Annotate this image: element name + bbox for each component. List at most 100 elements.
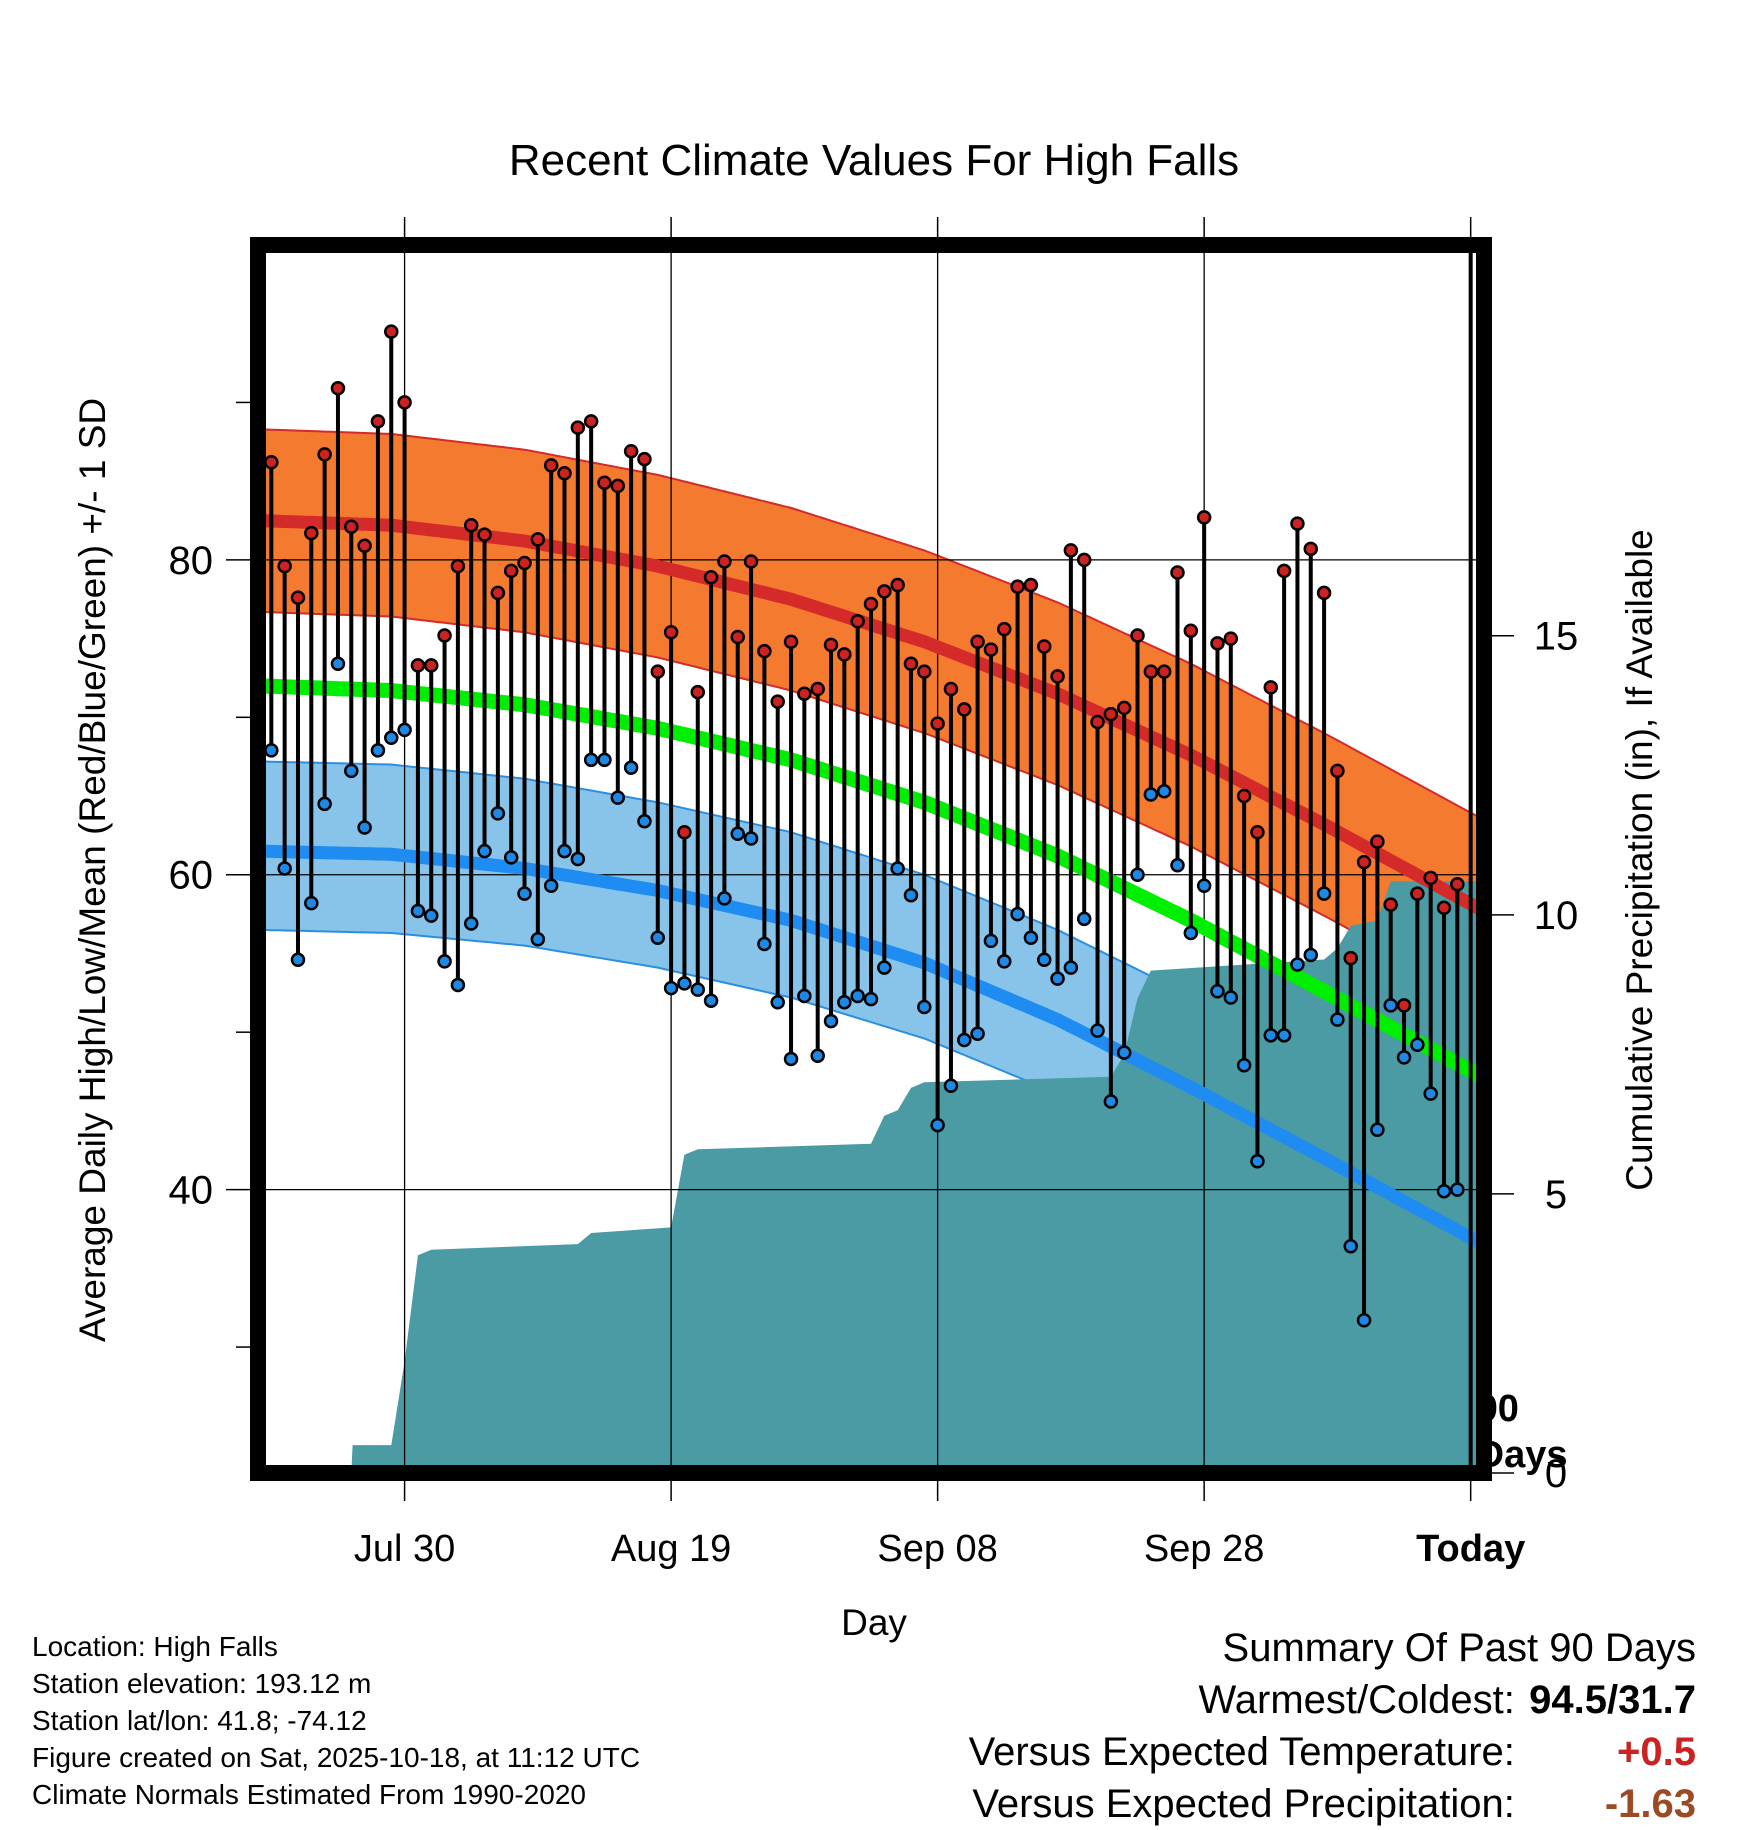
high-point bbox=[557, 466, 572, 481]
low-point bbox=[703, 993, 719, 1008]
low-point bbox=[810, 1048, 825, 1064]
high-point bbox=[1156, 664, 1172, 679]
low-point bbox=[517, 886, 532, 901]
low-point bbox=[1010, 906, 1025, 922]
low-point bbox=[397, 722, 412, 738]
low-point bbox=[1223, 990, 1239, 1005]
high-point bbox=[477, 527, 492, 542]
high-point bbox=[1223, 631, 1239, 646]
low-point bbox=[317, 796, 332, 812]
high-point bbox=[970, 634, 985, 649]
low-point bbox=[837, 995, 852, 1010]
low-point bbox=[530, 932, 546, 947]
low-point bbox=[1423, 1086, 1438, 1101]
high-point bbox=[1343, 950, 1358, 966]
low-point bbox=[410, 903, 426, 919]
low-point bbox=[770, 995, 785, 1010]
high-point bbox=[530, 532, 546, 547]
summary-temp: Versus Expected Temperature: +0.5 bbox=[969, 1726, 1696, 1778]
info-created: Figure created on Sat, 2025-10-18, at 11… bbox=[32, 1742, 641, 1773]
station-info: Location: High Falls Station elevation: … bbox=[32, 1628, 640, 1813]
plot-frame bbox=[250, 237, 1492, 1481]
high-point bbox=[850, 614, 865, 629]
low-point bbox=[957, 1032, 972, 1048]
high-point bbox=[1143, 664, 1159, 679]
high-point bbox=[384, 324, 399, 339]
summary-warmest-coldest: Warmest/Coldest: 94.5/31.7 bbox=[969, 1674, 1697, 1726]
high-point bbox=[757, 643, 772, 659]
high-point bbox=[490, 585, 506, 601]
high-point bbox=[1183, 623, 1199, 638]
high-point bbox=[1276, 563, 1292, 579]
high-point bbox=[583, 414, 599, 429]
y-tick-label: 40 bbox=[169, 1169, 214, 1213]
low-point bbox=[450, 977, 466, 993]
low-point bbox=[437, 954, 452, 969]
high-point bbox=[1263, 680, 1279, 695]
high-point bbox=[690, 684, 706, 700]
high-point bbox=[517, 555, 532, 571]
info-elevation: Station elevation: 193.12 m bbox=[32, 1668, 372, 1699]
low-point bbox=[970, 1026, 985, 1042]
high-point bbox=[810, 681, 825, 697]
low-point bbox=[663, 980, 679, 996]
low-point bbox=[1050, 971, 1065, 986]
high-point bbox=[717, 554, 732, 569]
low-point bbox=[917, 999, 932, 1015]
low-point bbox=[1316, 886, 1332, 901]
low-point bbox=[877, 960, 892, 975]
low-point bbox=[890, 861, 905, 876]
summary-panel: Summary Of Past 90 Days Warmest/Coldest:… bbox=[969, 1622, 1696, 1830]
high-point bbox=[983, 642, 999, 657]
x-tick-label: Aug 19 bbox=[611, 1528, 731, 1570]
high-point bbox=[1063, 543, 1079, 558]
plot-inner bbox=[258, 245, 1484, 1473]
x-tick-label: Today bbox=[1416, 1528, 1525, 1570]
high-point bbox=[610, 478, 626, 494]
high-point bbox=[1170, 565, 1185, 580]
info-latlon: Station lat/lon: 41.8; -74.12 bbox=[32, 1705, 367, 1736]
high-point bbox=[743, 554, 759, 569]
low-point bbox=[1183, 925, 1199, 941]
low-point bbox=[1250, 1154, 1265, 1169]
low-point bbox=[717, 891, 732, 906]
high-point bbox=[1196, 510, 1212, 525]
low-point bbox=[823, 1013, 839, 1029]
high-point bbox=[1036, 639, 1052, 654]
low-point bbox=[623, 760, 639, 775]
low-point bbox=[1103, 1094, 1119, 1109]
low-point bbox=[304, 895, 319, 911]
high-point bbox=[1090, 714, 1105, 730]
high-point bbox=[890, 577, 905, 593]
summary-title: Summary Of Past 90 Days bbox=[1222, 1626, 1696, 1670]
high-point bbox=[317, 447, 332, 462]
high-point bbox=[423, 658, 439, 673]
low-point bbox=[997, 954, 1012, 969]
high-point bbox=[264, 455, 279, 470]
high-sd-upper-line bbox=[258, 428, 1484, 821]
high-point bbox=[344, 519, 359, 535]
low-point bbox=[277, 861, 292, 876]
low-point bbox=[783, 1051, 799, 1067]
low-point bbox=[943, 1078, 959, 1093]
x-tick-label: Jul 30 bbox=[354, 1528, 455, 1570]
low-point bbox=[1210, 983, 1225, 999]
y2-axis-label: Cumulative Precipitation (in), If Availa… bbox=[1619, 529, 1660, 1191]
low-point bbox=[290, 952, 306, 968]
low-point bbox=[543, 878, 559, 894]
low-point bbox=[1356, 1313, 1372, 1328]
low-point bbox=[1196, 878, 1212, 894]
low-point bbox=[463, 916, 479, 931]
low-point bbox=[757, 936, 772, 952]
high-point bbox=[1316, 585, 1332, 601]
precip-value: -1.63 bbox=[1604, 1782, 1696, 1826]
high-point bbox=[917, 664, 932, 679]
high-point bbox=[1050, 669, 1065, 684]
high-point bbox=[463, 517, 479, 533]
warm-value: 94.5/31.7 bbox=[1529, 1678, 1696, 1722]
summary-precip: Versus Expected Precipitation: -1.63 bbox=[969, 1778, 1696, 1830]
high-point bbox=[1330, 763, 1345, 779]
high-point bbox=[1023, 577, 1039, 593]
low-point bbox=[370, 743, 386, 758]
